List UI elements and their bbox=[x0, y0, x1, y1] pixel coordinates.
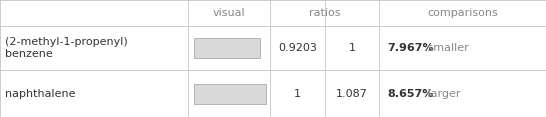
Text: 8.657%: 8.657% bbox=[388, 89, 434, 99]
FancyBboxPatch shape bbox=[194, 38, 260, 58]
Text: 1: 1 bbox=[294, 89, 301, 99]
Text: (2-methyl-1-propenyl)
benzene: (2-methyl-1-propenyl) benzene bbox=[5, 37, 128, 59]
Text: naphthalene: naphthalene bbox=[5, 89, 76, 99]
Text: smaller: smaller bbox=[424, 43, 468, 53]
Text: larger: larger bbox=[424, 89, 460, 99]
Text: 7.967%: 7.967% bbox=[388, 43, 434, 53]
Text: 1.087: 1.087 bbox=[336, 89, 368, 99]
Text: comparisons: comparisons bbox=[428, 8, 498, 18]
FancyBboxPatch shape bbox=[194, 84, 266, 104]
Text: visual: visual bbox=[213, 8, 246, 18]
Text: 0.9203: 0.9203 bbox=[278, 43, 317, 53]
Text: 1: 1 bbox=[349, 43, 355, 53]
Text: ratios: ratios bbox=[309, 8, 341, 18]
